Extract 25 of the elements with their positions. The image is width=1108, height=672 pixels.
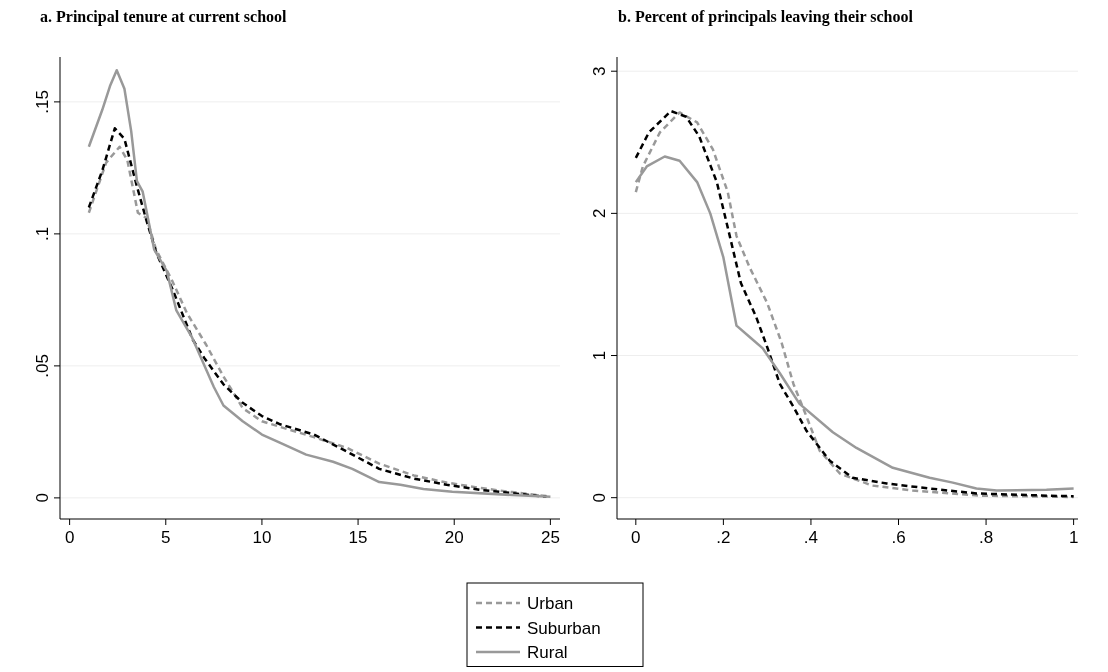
legend-label: Suburban <box>527 618 601 638</box>
y-tick-label: .15 <box>33 90 52 114</box>
x-tick-label: 1 <box>1068 528 1079 547</box>
x-tick-label: 10 <box>252 528 272 547</box>
y-tick-label: 2 <box>590 208 609 219</box>
x-tick-label: .6 <box>891 528 906 547</box>
y-tick-label: .1 <box>33 226 52 241</box>
x-tick-label: 20 <box>444 528 464 547</box>
x-tick-label: .4 <box>803 528 819 547</box>
x-tick-label: 0 <box>631 528 641 547</box>
x-tick-label: 25 <box>540 528 560 547</box>
chart-title: b. Percent of principals leaving their school <box>618 8 914 26</box>
x-tick-label: 5 <box>161 528 171 547</box>
y-tick-label: 3 <box>590 66 609 76</box>
legend-label: Urban <box>527 594 574 613</box>
y-tick-label: 1 <box>590 350 609 361</box>
x-tick-label: 0 <box>64 528 75 547</box>
y-tick-label: .05 <box>33 354 52 378</box>
y-tick-label: 0 <box>33 493 52 503</box>
x-tick-label: .2 <box>716 528 731 547</box>
x-tick-label: .8 <box>978 528 994 547</box>
legend-label: Rural <box>527 643 568 662</box>
x-tick-label: 15 <box>348 528 368 547</box>
chart-title: a. Principal tenure at current school <box>40 8 288 26</box>
y-tick-label: 0 <box>590 492 609 503</box>
